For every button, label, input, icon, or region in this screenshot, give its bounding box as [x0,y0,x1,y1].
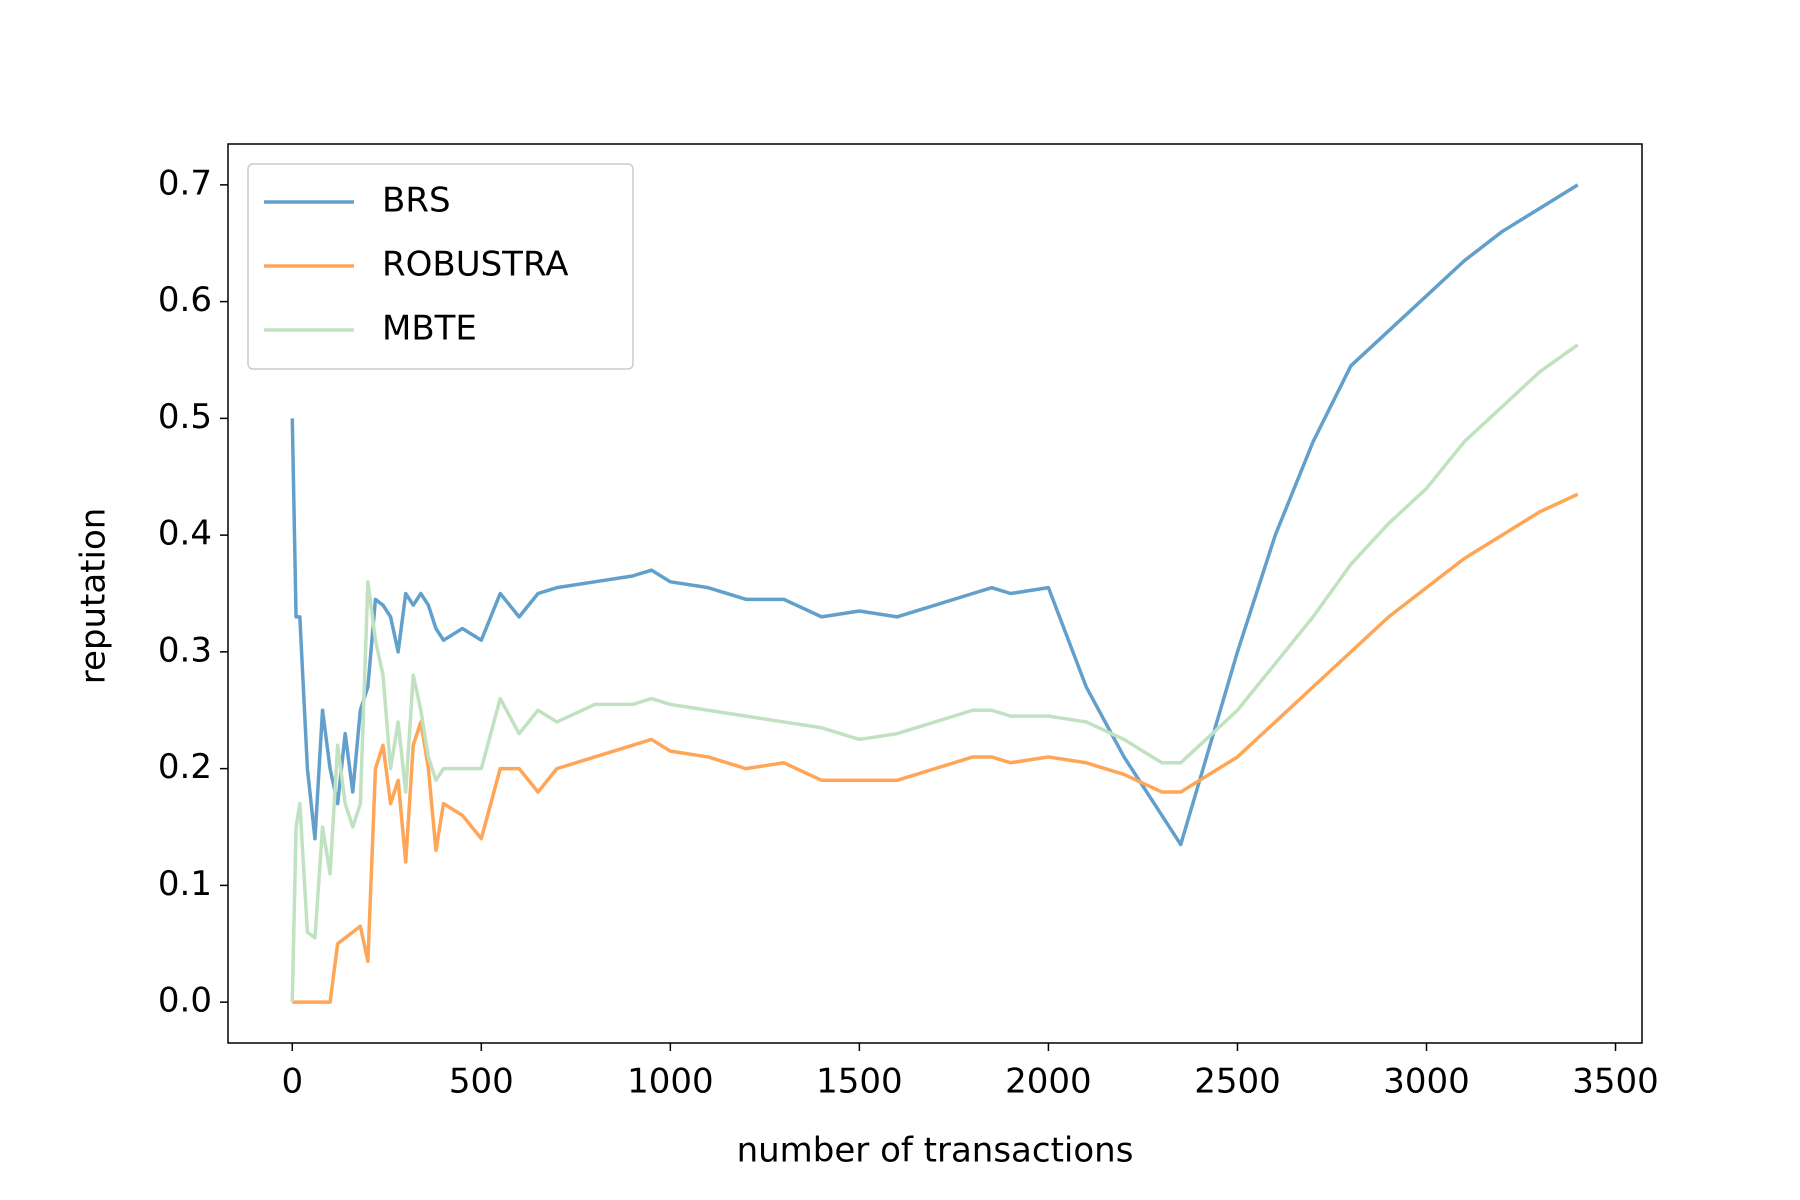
plot-frame [227,143,1643,1044]
legend-label: MBTE [382,309,477,349]
x-tick-label: 1000 [627,1062,714,1102]
y-tick-label: 0.5 [158,397,212,437]
x-tick-label: 1500 [816,1062,903,1102]
series-line [290,343,1579,1003]
y-tick-label: 0.3 [158,630,212,670]
legend-label: BRS [382,181,451,221]
x-tick-label: 2000 [1005,1062,1092,1102]
y-tick-label: 0.6 [158,280,212,320]
legend-box [247,163,634,370]
x-tick-label: 500 [449,1062,514,1102]
legend-label: ROBUSTRA [382,245,568,285]
y-tick-label: 0.1 [158,864,212,904]
x-tick-label: 3000 [1383,1062,1470,1102]
x-tick-label: 2500 [1194,1062,1281,1102]
y-tick-label: 0.2 [158,747,212,787]
series-line [292,492,1579,1004]
series-line [290,183,1579,847]
x-tick-label: 0 [281,1062,303,1102]
x-tick-label: 3500 [1572,1062,1659,1102]
y-tick-label: 0.0 [158,981,212,1021]
y-tick-label: 0.7 [158,163,212,203]
x-axis-label: number of transactions [737,1131,1134,1171]
y-axis-label: reputation [74,508,114,685]
y-tick-label: 0.4 [158,514,212,554]
